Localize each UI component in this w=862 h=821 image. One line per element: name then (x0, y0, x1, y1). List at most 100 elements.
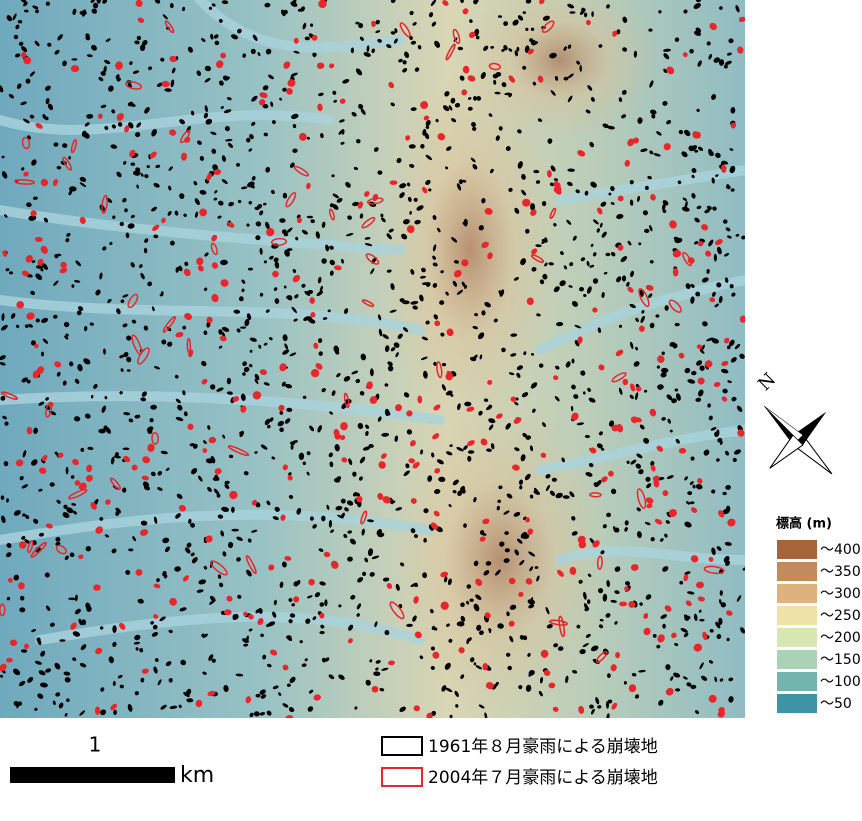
landslide-2004 (698, 597, 704, 602)
elevation-swatch (777, 672, 817, 691)
landslide-1961 (55, 537, 60, 542)
landslide-2004 (229, 491, 237, 499)
landslide-2004 (697, 345, 701, 349)
landslide-2004 (611, 664, 617, 671)
landslide-2004 (286, 88, 293, 95)
landslide-2004 (714, 382, 720, 387)
landslide-2004 (462, 90, 467, 95)
landslide-2004 (162, 81, 169, 87)
landslide-2004 (314, 343, 318, 348)
landslide-2004 (526, 518, 529, 522)
elevation-label: ～350 (820, 564, 861, 580)
legend-label: 1961年８月豪雨による崩壊地 (428, 736, 658, 757)
landslide-2004 (215, 468, 222, 474)
landslide-2004 (640, 326, 645, 331)
landslide-2004 (673, 269, 677, 276)
landslide-2004 (612, 425, 619, 431)
landslide-2004 (196, 258, 203, 265)
landslide-1961 (699, 619, 704, 622)
landslide-2004 (523, 199, 530, 206)
landslide-1961 (552, 478, 557, 482)
landslide-2004 (625, 587, 629, 591)
landslide-2004 (740, 316, 746, 322)
landslide-2004 (94, 585, 100, 590)
north-label: N (754, 369, 780, 395)
elevation-swatch (777, 606, 817, 625)
landslide-2004 (631, 565, 638, 571)
landslide-2004 (424, 116, 429, 121)
landslide-2004 (587, 20, 591, 24)
landslide-2004 (549, 683, 555, 688)
landslide-1961 (231, 529, 239, 532)
landslide-2004 (406, 410, 412, 416)
landslide-2004 (285, 556, 291, 560)
landslide-2004 (200, 209, 206, 216)
landslide-2004 (283, 465, 288, 470)
elevation-swatch (777, 628, 817, 647)
landslide-2004 (548, 171, 552, 177)
landslide-2004 (414, 596, 419, 603)
landslide-2004 (446, 373, 452, 380)
landslide-2004 (608, 471, 614, 477)
landslide-2004 (519, 592, 524, 596)
landslide-2004 (19, 583, 24, 589)
scale-value: 1 (89, 733, 102, 757)
elevation-label: ～50 (820, 696, 852, 712)
landslide-2004 (209, 437, 216, 442)
landslide-2004 (625, 160, 630, 166)
landslide-2004 (651, 465, 656, 471)
landslide-2004 (570, 567, 576, 574)
landslide-2004 (553, 375, 558, 379)
landslide-2004 (176, 332, 183, 337)
landslide-2004 (41, 179, 48, 186)
landslide-1961 (227, 378, 231, 385)
landslide-1961 (630, 180, 634, 184)
landslide-2004 (342, 457, 347, 462)
elevation-swatch (777, 540, 817, 559)
legend-box (382, 768, 422, 786)
landslide-2004 (389, 661, 395, 665)
landslide-2004 (203, 448, 208, 453)
elevation-label: ～400 (820, 542, 861, 558)
landslide-1961 (409, 144, 416, 148)
landslide-2004 (318, 63, 324, 68)
landslide-2004 (3, 251, 7, 257)
landslide-2004 (154, 584, 160, 588)
landslide-2004 (618, 196, 623, 201)
landslide-2004 (148, 444, 155, 452)
landslide-2004 (487, 380, 492, 385)
landslide-2004 (80, 217, 86, 224)
landslide-1961 (231, 507, 235, 513)
landslide-2004 (483, 664, 487, 670)
landslide-2004 (647, 504, 652, 508)
landslide-2004 (314, 695, 321, 701)
landslide-2004 (623, 379, 627, 384)
landslide-2004 (25, 644, 29, 648)
north-arrow (736, 378, 860, 502)
legend-label: 2004年７月豪雨による崩壊地 (428, 767, 658, 788)
landslide-2004 (310, 298, 315, 304)
landslide-2004 (739, 17, 745, 22)
landslide-2004 (320, 613, 324, 617)
landslide-2004 (132, 465, 136, 469)
landslide-2004 (721, 165, 726, 172)
landslide-2004 (188, 424, 193, 429)
elevation-label: ～200 (820, 630, 861, 646)
landslide-2004 (34, 344, 38, 348)
landslide-2004 (618, 245, 622, 250)
landslide-2004 (244, 612, 247, 615)
landslide-2004 (115, 62, 122, 70)
landslide-2004 (527, 298, 533, 304)
landslide-2004 (241, 406, 247, 413)
landslide-2004 (220, 279, 228, 287)
landslide-2004 (311, 313, 315, 318)
scale-bar (10, 767, 175, 783)
landslide-2004 (72, 66, 79, 71)
landslide-2004 (612, 31, 617, 36)
landslide-2004 (281, 515, 285, 521)
landslide-2004 (650, 194, 656, 200)
scale-unit: km (180, 763, 214, 788)
landslide-1961 (675, 688, 680, 691)
elevation-legend: ～400～350～300～250～200～150～100～50 (777, 540, 861, 713)
landslide-2004 (96, 707, 100, 714)
